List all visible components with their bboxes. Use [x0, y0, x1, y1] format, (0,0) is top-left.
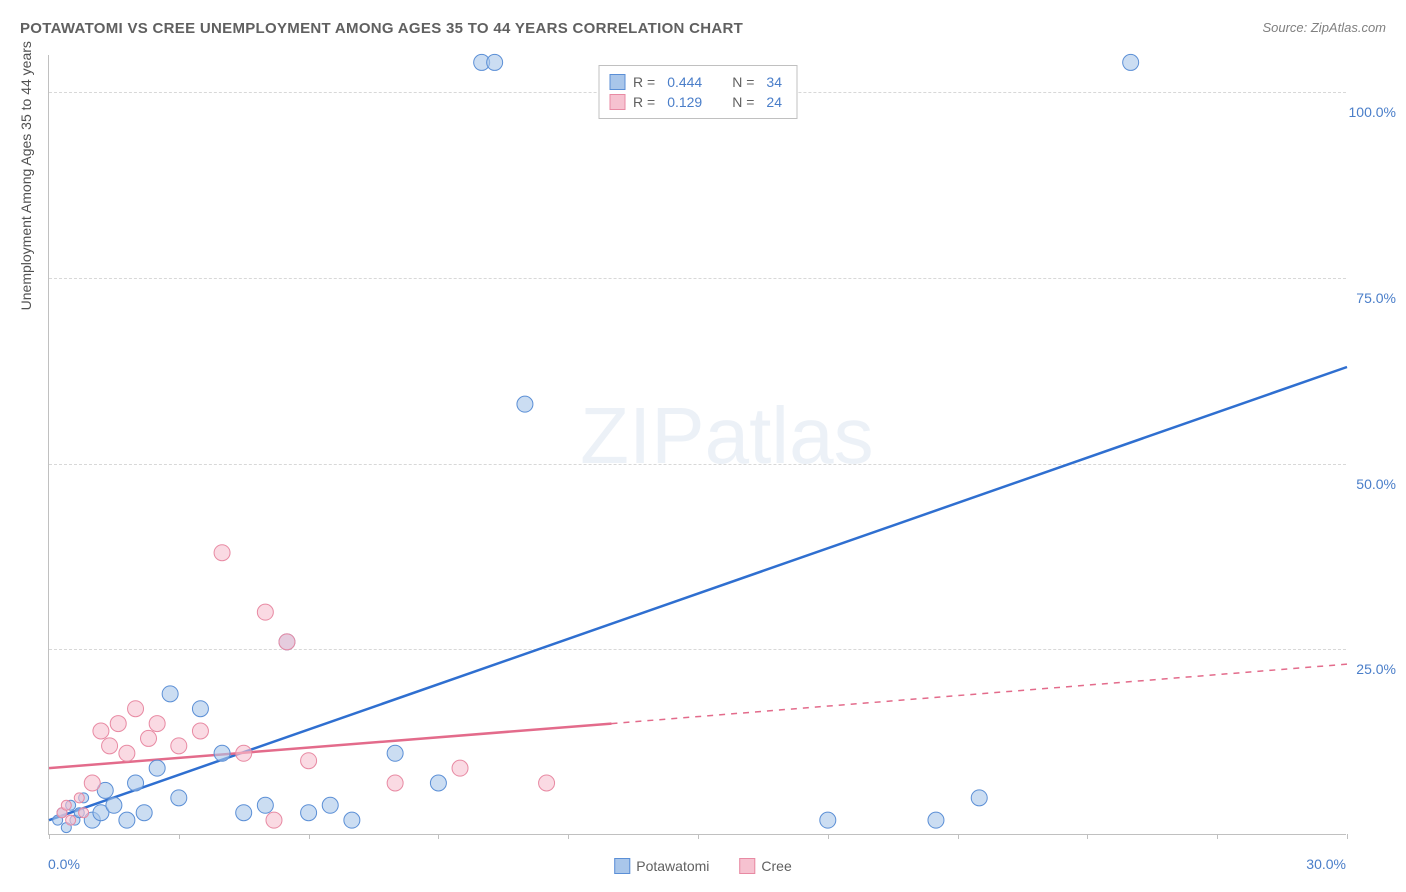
r-legend-row: R = 0.444 N = 34 — [609, 72, 786, 92]
correlation-legend: R = 0.444 N = 34 R = 0.129 N = 24 — [598, 65, 797, 119]
data-point-potawatomi — [149, 760, 165, 776]
x-end-label: 30.0% — [1306, 856, 1346, 872]
data-point-cree — [452, 760, 468, 776]
data-point-potawatomi — [971, 790, 987, 806]
legend-label: Cree — [761, 858, 791, 874]
data-point-cree — [171, 738, 187, 754]
n-value: 24 — [766, 94, 782, 110]
chart-container: POTAWATOMI VS CREE UNEMPLOYMENT AMONG AG… — [0, 0, 1406, 892]
y-axis-label: Unemployment Among Ages 35 to 44 years — [18, 41, 34, 310]
data-point-potawatomi — [430, 775, 446, 791]
source-label: Source: ZipAtlas.com — [1262, 20, 1386, 35]
legend-item: Potawatomi — [614, 858, 709, 874]
data-point-potawatomi — [517, 396, 533, 412]
r-value: 0.129 — [667, 94, 702, 110]
data-point-cree — [387, 775, 403, 791]
data-point-cree — [257, 604, 273, 620]
y-tick-label: 75.0% — [1348, 290, 1396, 306]
y-tick-label: 50.0% — [1348, 476, 1396, 492]
y-tick-label: 25.0% — [1348, 661, 1396, 677]
legend-swatch — [609, 94, 625, 110]
data-point-potawatomi — [820, 812, 836, 828]
n-value: 34 — [766, 74, 782, 90]
x-tick — [309, 834, 310, 839]
legend-swatch — [739, 858, 755, 874]
data-point-cree — [266, 812, 282, 828]
data-point-potawatomi — [928, 812, 944, 828]
r-value: 0.444 — [667, 74, 702, 90]
x-tick — [1087, 834, 1088, 839]
legend-item: Cree — [739, 858, 791, 874]
data-point-potawatomi — [322, 797, 338, 813]
x-tick — [49, 834, 50, 839]
data-point-cree — [79, 808, 89, 818]
data-point-potawatomi — [257, 797, 273, 813]
data-point-potawatomi — [344, 812, 360, 828]
r-label: R = — [633, 94, 655, 110]
data-point-cree — [236, 745, 252, 761]
data-point-cree — [128, 701, 144, 717]
data-point-potawatomi — [487, 54, 503, 70]
data-point-potawatomi — [1123, 54, 1139, 70]
data-point-cree — [66, 815, 76, 825]
x-tick — [179, 834, 180, 839]
data-point-potawatomi — [236, 805, 252, 821]
x-tick — [828, 834, 829, 839]
r-label: R = — [633, 74, 655, 90]
data-point-cree — [301, 753, 317, 769]
trend-line-dash-cree — [611, 664, 1347, 723]
x-tick — [438, 834, 439, 839]
x-tick — [568, 834, 569, 839]
data-point-potawatomi — [106, 797, 122, 813]
data-point-cree — [192, 723, 208, 739]
data-point-cree — [61, 800, 71, 810]
data-point-cree — [84, 775, 100, 791]
n-label: N = — [732, 94, 754, 110]
series-legend: Potawatomi Cree — [614, 858, 792, 874]
x-tick — [958, 834, 959, 839]
data-point-cree — [102, 738, 118, 754]
data-point-potawatomi — [136, 805, 152, 821]
x-tick — [1217, 834, 1218, 839]
trend-line-cree — [49, 724, 611, 769]
chart-title: POTAWATOMI VS CREE UNEMPLOYMENT AMONG AG… — [20, 20, 743, 37]
x-tick — [698, 834, 699, 839]
data-point-cree — [93, 723, 109, 739]
plot-area: ZIPatlas 25.0%50.0%75.0%100.0% R =0.444N… — [48, 55, 1346, 835]
x-origin-label: 0.0% — [48, 856, 80, 872]
data-point-potawatomi — [192, 701, 208, 717]
legend-label: Potawatomi — [636, 858, 709, 874]
plot-svg — [49, 55, 1346, 834]
legend-swatch — [614, 858, 630, 874]
data-point-cree — [214, 545, 230, 561]
data-point-potawatomi — [128, 775, 144, 791]
data-point-cree — [279, 634, 295, 650]
data-point-cree — [141, 730, 157, 746]
data-point-cree — [539, 775, 555, 791]
data-point-cree — [74, 793, 84, 803]
data-point-cree — [149, 716, 165, 732]
data-point-potawatomi — [162, 686, 178, 702]
data-point-potawatomi — [301, 805, 317, 821]
data-point-cree — [119, 745, 135, 761]
data-point-potawatomi — [214, 745, 230, 761]
data-point-potawatomi — [171, 790, 187, 806]
data-point-potawatomi — [387, 745, 403, 761]
data-point-cree — [110, 716, 126, 732]
legend-swatch — [609, 74, 625, 90]
y-tick-label: 100.0% — [1348, 104, 1396, 120]
n-label: N = — [732, 74, 754, 90]
x-tick — [1347, 834, 1348, 839]
r-legend-row: R = 0.129 N = 24 — [609, 92, 786, 112]
data-point-potawatomi — [119, 812, 135, 828]
